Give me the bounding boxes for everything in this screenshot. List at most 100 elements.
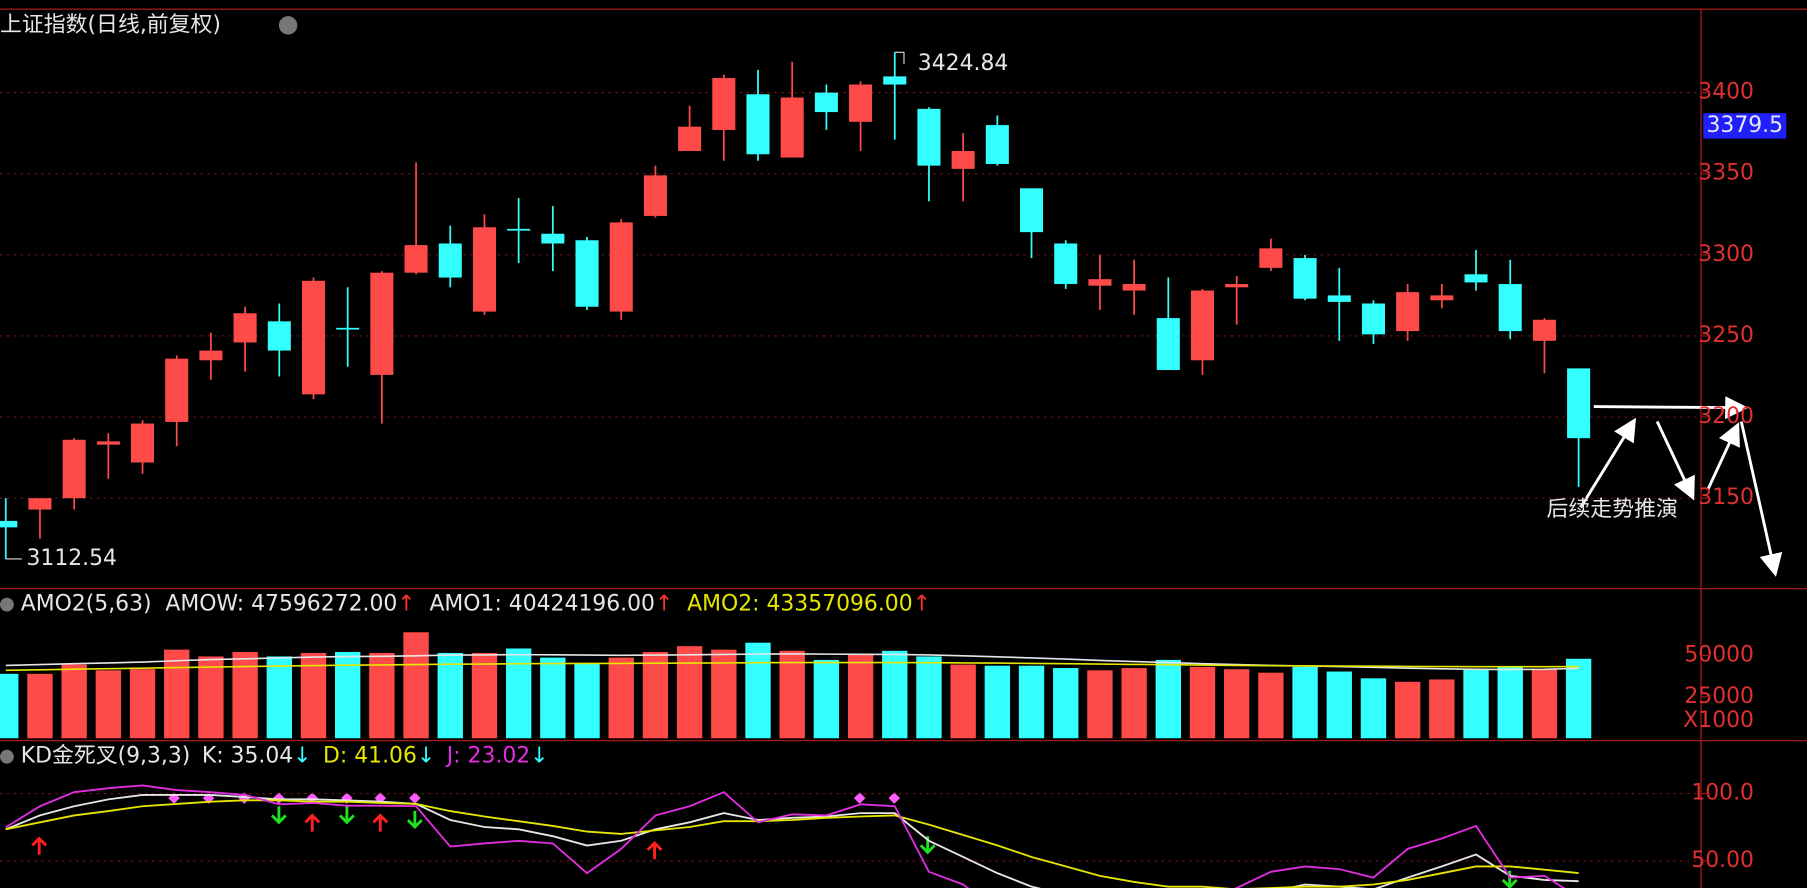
volume-bar	[1531, 669, 1558, 739]
candle-body	[643, 175, 667, 216]
volume-bar	[1258, 672, 1284, 739]
volume-bar	[676, 646, 703, 739]
candle-body	[849, 84, 873, 122]
candle-body	[131, 423, 155, 463]
candle-body	[301, 280, 326, 395]
kd-line	[5, 784, 1566, 888]
candle-body	[917, 108, 941, 166]
kd-line	[5, 793, 1579, 888]
candle-body	[62, 439, 86, 499]
y-tick-label: 50000	[1684, 642, 1754, 667]
volume-bar	[300, 652, 327, 739]
candle-body	[814, 92, 838, 113]
candle-body	[1190, 290, 1215, 361]
candle-body	[1122, 284, 1146, 291]
volume-bar	[266, 656, 292, 739]
candle-body	[1293, 258, 1317, 299]
kd-lines	[5, 784, 1579, 888]
volume-bar	[1155, 659, 1181, 739]
candle-body	[267, 321, 291, 351]
high-label: 3424.84	[918, 51, 1008, 76]
panel-header: KD金死叉(9,3,3) K: 35.04↓ D: 41.06↓ J: 23.02↓	[21, 744, 549, 769]
candle-body	[1327, 295, 1351, 302]
volume-bar	[403, 632, 429, 739]
volume-bar	[916, 656, 942, 739]
candle-body	[1156, 318, 1180, 371]
candles	[0, 52, 1591, 559]
legend-arrow: ↓	[417, 744, 435, 769]
candle-body	[28, 498, 52, 510]
legend-entry: AMO2: 43357096.00	[687, 592, 913, 617]
legend-arrow: ↑	[655, 592, 673, 617]
legend-entry: AMO1: 40424196.00	[429, 592, 655, 617]
candle-body	[575, 240, 599, 307]
volume-bar	[232, 651, 258, 739]
volume-bar	[1394, 681, 1421, 739]
low-label: 3112.54	[27, 546, 117, 571]
candle-body	[1361, 303, 1385, 335]
volume-bar	[984, 665, 1011, 739]
candle-body	[780, 97, 804, 158]
volume-bar	[540, 657, 566, 739]
volume-bar	[95, 670, 122, 739]
price-marker-box	[1703, 113, 1787, 139]
volume-bar	[335, 651, 361, 739]
volume-bar	[198, 656, 224, 739]
candle-body	[609, 222, 633, 312]
volume-bar	[1053, 668, 1079, 739]
candle-body	[1020, 188, 1044, 233]
volume-bar	[1087, 670, 1113, 739]
volume-bar	[1463, 669, 1489, 739]
volume-bar	[0, 673, 19, 739]
candle-body	[746, 94, 770, 155]
volume-bar	[847, 654, 874, 739]
y-tick-label: 25000	[1684, 684, 1754, 709]
volume-bar	[369, 652, 395, 739]
chart-title: 上证指数(日线,前复权)	[0, 12, 221, 37]
volume-bar	[1326, 671, 1352, 739]
candle-body	[1225, 284, 1249, 288]
volume-bar	[813, 659, 840, 739]
title-menu-icon[interactable]	[278, 16, 298, 35]
y-tick-label: 50.00	[1691, 848, 1754, 873]
volume-bar	[1565, 658, 1592, 739]
volume-bar	[505, 648, 532, 739]
candle-body	[370, 272, 394, 375]
candle-body	[233, 313, 257, 343]
header-icon	[0, 749, 14, 764]
candle-body	[1532, 319, 1556, 341]
price-marker-label: 3379.5	[1706, 113, 1783, 138]
candle-body	[404, 245, 428, 273]
annotation: 后续走势推演	[1547, 497, 1678, 522]
candle-body	[199, 350, 223, 361]
legend-entry: AMOW: 47596272.00	[165, 592, 397, 617]
y-tick-label: 100.0	[1691, 781, 1754, 806]
candle-body	[712, 78, 736, 130]
volume-bar	[27, 673, 53, 739]
volume-bar	[1292, 666, 1318, 739]
volume-bar	[1224, 669, 1250, 739]
volume-bar	[129, 669, 156, 739]
candle-body	[438, 243, 462, 278]
volume-bar	[608, 657, 634, 739]
panel-header: AMO2(5,63) AMOW: 47596272.00↑ AMO1: 404241…	[21, 592, 931, 617]
hand-drawn-arrows	[1579, 396, 1783, 577]
candle-body	[336, 327, 360, 330]
candle-body	[1088, 279, 1112, 286]
candle-body	[0, 520, 18, 528]
volume-bar	[574, 663, 600, 739]
candle-body	[883, 76, 907, 85]
candle-body	[507, 228, 531, 231]
volume-bar	[1360, 678, 1387, 739]
candle-body	[1464, 274, 1488, 283]
volume-bar	[1497, 666, 1523, 739]
candle-body	[1430, 295, 1454, 301]
volume-bar	[950, 664, 976, 739]
high-leader	[894, 51, 905, 64]
legend-arrow: ↓	[293, 744, 311, 769]
volume-bar	[1121, 668, 1147, 739]
candle-body	[1054, 243, 1078, 285]
volume-bar	[642, 651, 669, 739]
